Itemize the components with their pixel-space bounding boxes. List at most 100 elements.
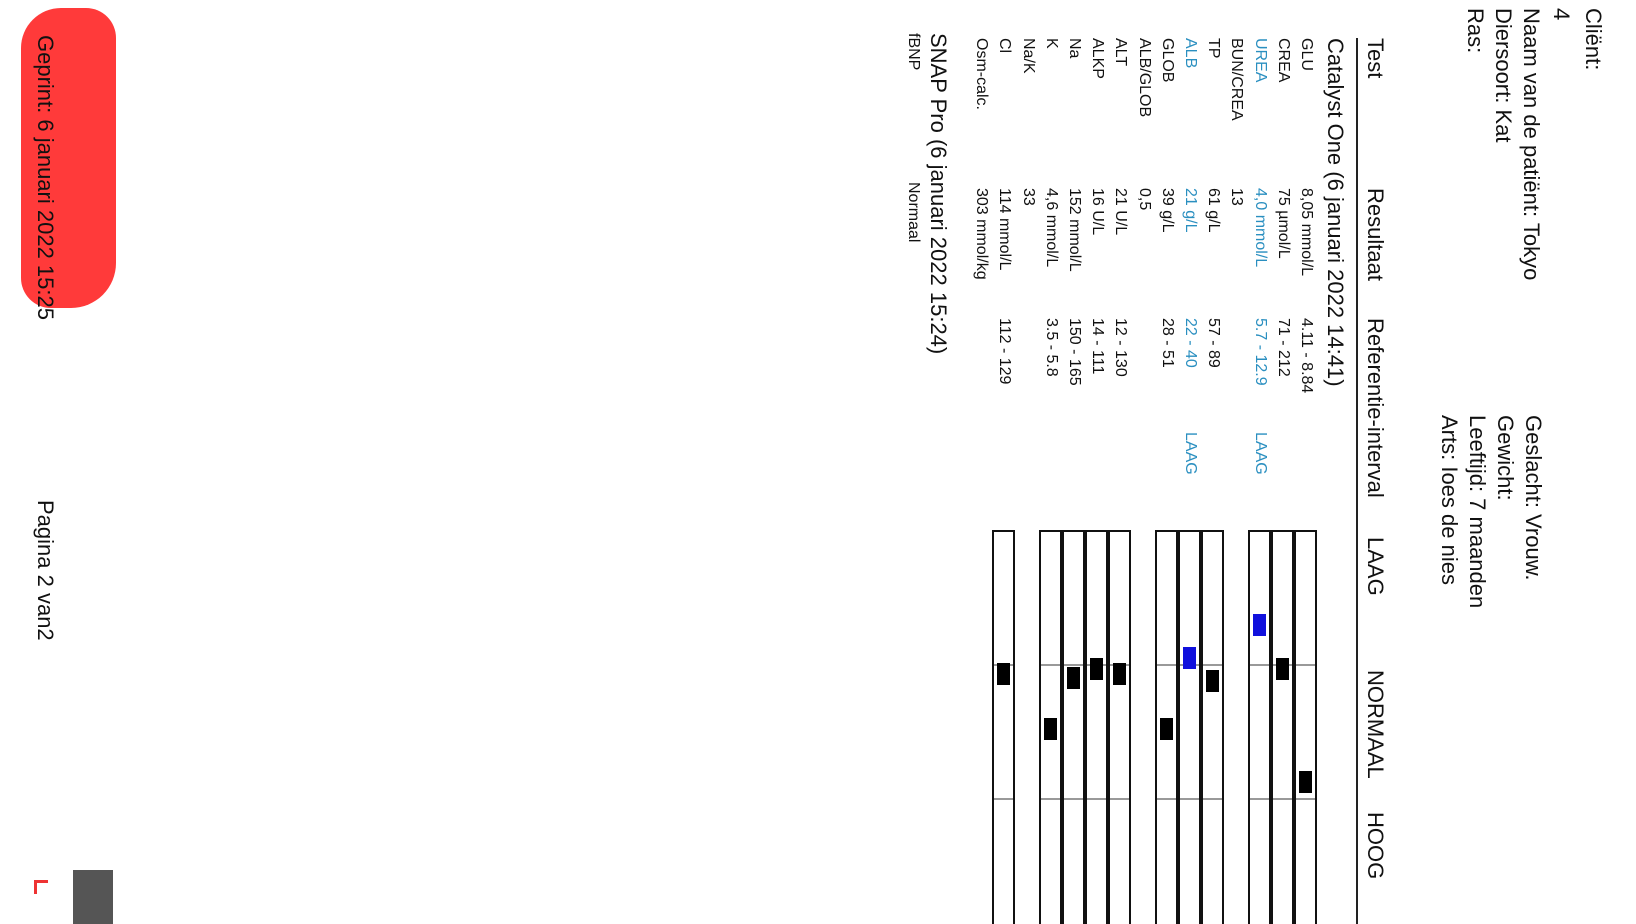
test-result: 39 g/L bbox=[1159, 188, 1176, 233]
range-bar-low-limit bbox=[1250, 664, 1269, 666]
test-name: GLOB bbox=[1159, 38, 1176, 83]
test-name: ALB/GLOB bbox=[1136, 38, 1153, 118]
range-bar-low-limit bbox=[1041, 664, 1060, 666]
test-name: CREA bbox=[1275, 38, 1292, 83]
test-name: Na bbox=[1066, 38, 1083, 59]
col-test-header: Test bbox=[1363, 38, 1388, 79]
patient-name: Naam van de patiënt: Tokyo bbox=[1519, 8, 1544, 281]
range-bar bbox=[1248, 530, 1271, 924]
reference-range: 71 - 212 bbox=[1275, 318, 1292, 377]
sex: Geslacht: Vrouw. bbox=[1521, 415, 1546, 581]
low-flag: LAAG bbox=[1182, 432, 1199, 475]
reference-range: 28 - 51 bbox=[1159, 318, 1176, 368]
test-result: 8,05 mmol/L bbox=[1298, 188, 1315, 277]
snap-test-fbnp: fBNP bbox=[905, 33, 922, 71]
range-bar bbox=[1085, 530, 1108, 924]
range-bar-high-limit bbox=[1296, 798, 1315, 800]
catalyst-section-title: Catalyst One (6 januari 2022 14:41) bbox=[1323, 38, 1348, 387]
page-number: Pagina 2 van2 bbox=[33, 500, 58, 641]
header-rule bbox=[1356, 38, 1358, 924]
range-bar-high-limit bbox=[1064, 798, 1083, 800]
col-reference-header: Referentie-interval bbox=[1363, 318, 1388, 498]
printed-date: Geprint: 6 januari 2022 15:25 bbox=[33, 35, 58, 320]
reference-range: 12 - 130 bbox=[1112, 318, 1129, 377]
range-bar bbox=[1201, 530, 1224, 924]
range-bar bbox=[1108, 530, 1131, 924]
test-name: Cl bbox=[996, 38, 1013, 54]
test-result: 303 mmol/kg bbox=[973, 188, 990, 280]
test-result: 21 U/L bbox=[1112, 188, 1129, 236]
test-result: 4,0 mmol/L bbox=[1252, 188, 1269, 268]
range-marker bbox=[1276, 658, 1289, 680]
range-bar-high-limit bbox=[994, 798, 1013, 800]
vet: Arts: Ioes de nies bbox=[1437, 415, 1462, 585]
col-normal-header: NORMAAL bbox=[1363, 670, 1388, 779]
test-result: 13 bbox=[1228, 188, 1245, 206]
test-result: 75 µmol/L bbox=[1275, 188, 1292, 259]
range-bar-high-limit bbox=[1157, 798, 1176, 800]
reference-range: 14 - 111 bbox=[1089, 318, 1106, 375]
reference-range: 57 - 89 bbox=[1205, 318, 1222, 368]
range-bar bbox=[1155, 530, 1178, 924]
test-result: 61 g/L bbox=[1205, 188, 1222, 233]
range-bar-high-limit bbox=[1180, 798, 1199, 800]
range-marker bbox=[1253, 614, 1266, 636]
snap-section-title: SNAP Pro (6 januari 2022 15:24) bbox=[926, 33, 951, 355]
test-result: 33 bbox=[1020, 188, 1037, 206]
reference-range: 4.11 - 8.84 bbox=[1298, 318, 1315, 394]
range-bar bbox=[1178, 530, 1201, 924]
range-marker bbox=[1044, 718, 1057, 740]
range-bar bbox=[1271, 530, 1294, 924]
test-name: ALT bbox=[1112, 38, 1129, 67]
test-result: 16 U/L bbox=[1089, 188, 1106, 236]
test-result: 21 g/L bbox=[1182, 188, 1199, 233]
test-name: Osm-calc. bbox=[973, 38, 990, 110]
range-bar-low-limit bbox=[1296, 664, 1315, 666]
corner-tab bbox=[73, 870, 113, 924]
range-marker bbox=[1183, 647, 1196, 669]
test-result: 0,5 bbox=[1136, 188, 1153, 211]
test-name: ALB bbox=[1182, 38, 1199, 69]
snap-result-fbnp: Normaal bbox=[905, 182, 922, 243]
test-name: ALKP bbox=[1089, 38, 1106, 79]
range-marker bbox=[1299, 771, 1312, 793]
range-bar-low-limit bbox=[1157, 664, 1176, 666]
test-name: TP bbox=[1205, 38, 1222, 59]
test-name: UREA bbox=[1252, 38, 1269, 83]
range-bar-high-limit bbox=[1273, 798, 1292, 800]
range-marker bbox=[1160, 718, 1173, 740]
test-name: GLU bbox=[1298, 38, 1315, 71]
client-label: Cliënt: bbox=[1581, 8, 1606, 71]
range-bar bbox=[1062, 530, 1085, 924]
range-bar-low-limit bbox=[1203, 664, 1222, 666]
weight: Gewicht: bbox=[1493, 415, 1518, 501]
range-bar-low-limit bbox=[1064, 664, 1083, 666]
low-flag: LAAG bbox=[1252, 432, 1269, 475]
species: Diersoort: Kat bbox=[1491, 8, 1516, 143]
client-id: 4 bbox=[1549, 8, 1574, 21]
range-marker bbox=[997, 663, 1010, 685]
range-bar-high-limit bbox=[1110, 798, 1129, 800]
range-marker bbox=[1113, 663, 1126, 685]
range-marker bbox=[1067, 667, 1080, 689]
test-result: 4,6 mmol/L bbox=[1043, 188, 1060, 268]
col-high-header: HOOG bbox=[1363, 812, 1388, 880]
reference-range: 112 - 129 bbox=[996, 318, 1013, 385]
range-bar bbox=[992, 530, 1015, 924]
age: Leeftijd: 7 maanden bbox=[1465, 415, 1490, 609]
test-name: BUN/CREA bbox=[1228, 38, 1245, 121]
test-name: K bbox=[1043, 38, 1060, 49]
range-bar-high-limit bbox=[1041, 798, 1060, 800]
test-result: 114 mmol/L bbox=[996, 188, 1013, 271]
range-bar-high-limit bbox=[1087, 798, 1106, 800]
col-result-header: Resultaat bbox=[1363, 188, 1388, 281]
range-bar-high-limit bbox=[1203, 798, 1222, 800]
col-low-header: LAAG bbox=[1363, 537, 1388, 596]
test-name: Na/K bbox=[1020, 38, 1037, 74]
range-bar-high-limit bbox=[1250, 798, 1269, 800]
reference-range: 150 - 165 bbox=[1066, 318, 1083, 386]
reference-range: 5.7 - 12.9 bbox=[1252, 318, 1269, 386]
corner-mark bbox=[34, 880, 48, 894]
reference-range: 3.5 - 5.8 bbox=[1043, 318, 1060, 377]
